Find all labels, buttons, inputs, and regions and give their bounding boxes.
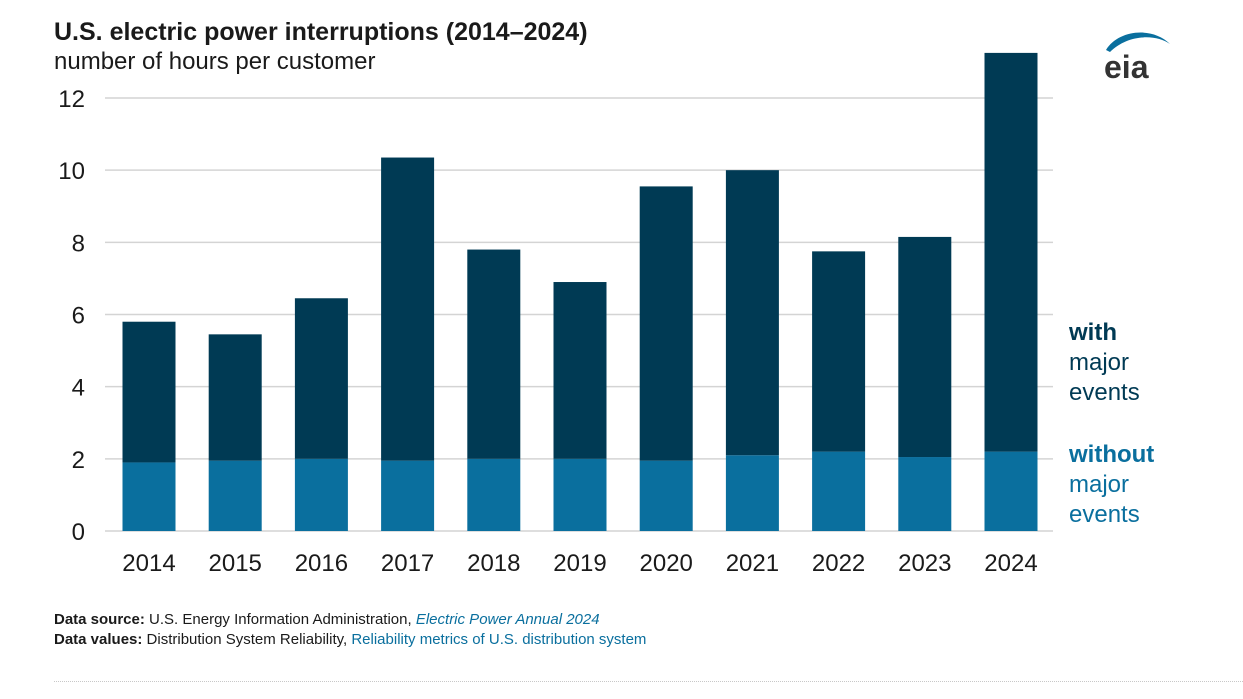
y-tick-label: 0: [72, 519, 85, 546]
bar-2015-without-major-events: [208, 460, 262, 531]
bar-2019-without-major-events: [553, 458, 607, 531]
legend-with-major-events: with major events: [1069, 318, 1140, 408]
data-values-label: Data values:: [54, 631, 143, 648]
y-tick-label: 12: [58, 86, 85, 113]
bar-2018-with-major-events: [467, 249, 521, 459]
bar-2019-with-major-events: [553, 282, 607, 459]
x-tick-label: 2019: [553, 550, 606, 577]
bar-2023-without-major-events: [898, 457, 952, 531]
bar-2020-without-major-events: [639, 460, 693, 531]
x-axis-ticks: 2014 2015 2016 2017 2018 2019 2020 2021 2022 2023…: [122, 550, 1037, 577]
bar-2022-without-major-events: [812, 451, 866, 531]
bar-2014-without-major-events: [122, 462, 176, 531]
bar-2017-with-major-events: [381, 157, 435, 461]
legend-without-line3: events: [1069, 501, 1140, 528]
x-tick-label: 2020: [640, 550, 693, 577]
chart-title: U.S. electric power interruptions (2014–…: [54, 18, 588, 46]
data-values-text: Distribution System Reliability,: [146, 631, 348, 648]
data-source-line: Data source: U.S. Energy Information Adm…: [54, 611, 600, 628]
x-tick-label: 2021: [726, 550, 779, 577]
bars: [122, 52, 1038, 531]
bar-2015-with-major-events: [208, 334, 262, 461]
legend-without-major-events: without major events: [1069, 440, 1154, 530]
bar-2017-without-major-events: [381, 460, 435, 531]
x-tick-label: 2017: [381, 550, 434, 577]
bar-2021-with-major-events: [725, 170, 779, 456]
data-values-link[interactable]: Reliability metrics of U.S. distribution…: [351, 631, 647, 648]
y-tick-label: 6: [72, 303, 85, 330]
bar-2018-without-major-events: [467, 458, 521, 531]
bar-2022-with-major-events: [812, 251, 866, 452]
bar-2016-with-major-events: [294, 298, 348, 459]
bar-2024-with-major-events: [984, 52, 1038, 452]
bar-2024-without-major-events: [984, 451, 1038, 531]
y-tick-label: 2: [72, 447, 85, 474]
x-tick-label: 2018: [467, 550, 520, 577]
footer-divider: [54, 681, 1243, 682]
data-source-link[interactable]: Electric Power Annual 2024: [415, 611, 600, 628]
y-tick-label: 10: [58, 158, 85, 185]
x-tick-label: 2022: [812, 550, 865, 577]
data-values-line: Data values: Distribution System Reliabi…: [54, 631, 646, 648]
y-axis-ticks: 0 2 4 6 8 10 12: [58, 86, 85, 546]
bar-2023-with-major-events: [898, 236, 952, 458]
legend-with-line3: events: [1069, 379, 1140, 406]
x-tick-label: 2016: [295, 550, 348, 577]
eia-logo-text: eia: [1104, 49, 1149, 84]
x-tick-label: 2023: [898, 550, 951, 577]
legend-without-key: without: [1069, 441, 1155, 468]
x-tick-label: 2015: [209, 550, 262, 577]
bar-2021-without-major-events: [725, 455, 779, 531]
y-tick-label: 8: [72, 230, 85, 257]
eia-logo-swoosh: [1106, 32, 1170, 52]
legend-without-line2: major: [1069, 471, 1130, 498]
data-source-text: U.S. Energy Information Administration,: [149, 611, 412, 628]
legend-with-line2: major: [1069, 349, 1130, 376]
legend-with-key: with: [1069, 319, 1117, 346]
chart-subtitle: number of hours per customer: [54, 48, 376, 75]
x-tick-label: 2024: [984, 550, 1037, 577]
x-tick-label: 2014: [122, 550, 175, 577]
bar-2014-with-major-events: [122, 321, 176, 463]
data-source-label: Data source:: [54, 611, 145, 628]
y-tick-label: 4: [72, 375, 85, 402]
bar-2020-with-major-events: [639, 186, 693, 461]
bar-2016-without-major-events: [294, 458, 348, 531]
eia-logo: eia: [1104, 32, 1170, 84]
